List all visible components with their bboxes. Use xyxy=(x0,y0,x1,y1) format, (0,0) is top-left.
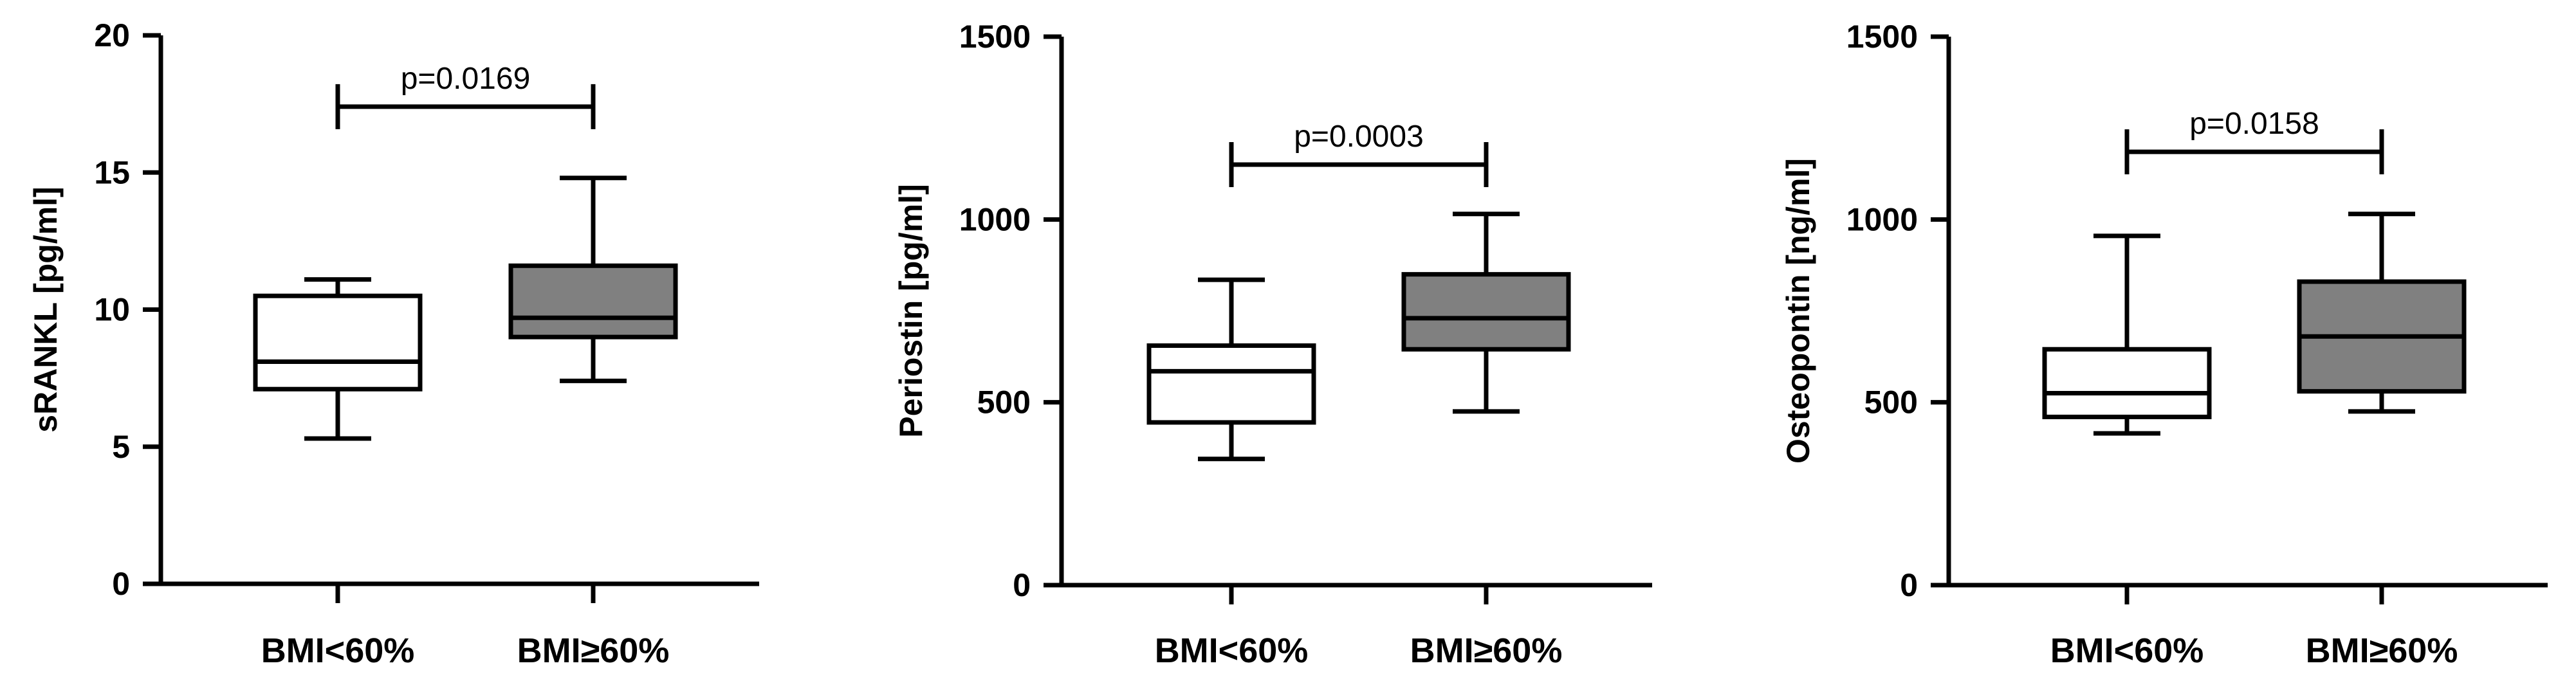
y-tick-label: 5 xyxy=(112,429,130,465)
chart-panel-1: 0 5 10 15 20 sRANKL [pg/ml] BMI<60% BMI≥60% p=0.… xyxy=(28,17,759,670)
y-tick-label: 0 xyxy=(1013,567,1031,603)
y-tick-label: 10 xyxy=(94,292,130,328)
box-plot-high xyxy=(2297,212,2467,414)
y-tick-label: 500 xyxy=(1864,385,1918,421)
box-iqr xyxy=(253,293,423,392)
box-iqr xyxy=(508,263,678,339)
y-tick-label: 500 xyxy=(977,385,1031,421)
y-tick-label: 1500 xyxy=(1846,19,1918,55)
box-plot-low xyxy=(253,277,423,441)
box-plot-high xyxy=(508,176,678,383)
p-value-label: p=0.0003 xyxy=(1294,120,1424,154)
p-value-label: p=0.0158 xyxy=(2189,107,2319,141)
y-axis-title: Osteopontin [ng/ml] xyxy=(1780,158,1816,464)
y-axis-title: sRANKL [pg/ml] xyxy=(28,186,64,432)
y-tick-label: 20 xyxy=(94,17,130,53)
x-category-label: BMI<60% xyxy=(2050,631,2204,670)
x-category-label: BMI<60% xyxy=(261,631,415,670)
chart-panel-3: 0 500 1000 1500 Osteopontin [ng/ml] BMI<60% BM… xyxy=(1780,19,2548,670)
significance-bracket: p=0.0003 xyxy=(1229,120,1489,188)
x-category-label: BMI≥60% xyxy=(517,631,670,670)
y-tick-label: 15 xyxy=(94,154,130,190)
box-plot-low xyxy=(1146,277,1316,462)
x-category-label: BMI<60% xyxy=(1155,631,1309,670)
box-iqr xyxy=(2042,347,2212,419)
y-tick-label: 1500 xyxy=(959,19,1031,55)
y-tick-label: 1000 xyxy=(959,201,1031,237)
y-axis-title: Periostin [pg/ml] xyxy=(893,184,929,437)
significance-bracket: p=0.0169 xyxy=(335,62,596,129)
p-value-label: p=0.0169 xyxy=(401,62,531,96)
x-category-label: BMI≥60% xyxy=(2306,631,2458,670)
y-tick-label: 0 xyxy=(112,566,130,602)
x-category-label: BMI≥60% xyxy=(1410,631,1563,670)
box-plot-low xyxy=(2042,233,2212,436)
chart-panel-2: 0 500 1000 1500 Periostin [pg/ml] BMI<60% BMI≥… xyxy=(893,19,1652,670)
y-tick-label: 0 xyxy=(1900,567,1918,603)
box-plot-high xyxy=(1401,212,1571,414)
y-tick-label: 1000 xyxy=(1846,201,1918,237)
box-iqr xyxy=(1401,272,1571,352)
significance-bracket: p=0.0158 xyxy=(2124,107,2384,175)
box-iqr xyxy=(1146,343,1316,425)
